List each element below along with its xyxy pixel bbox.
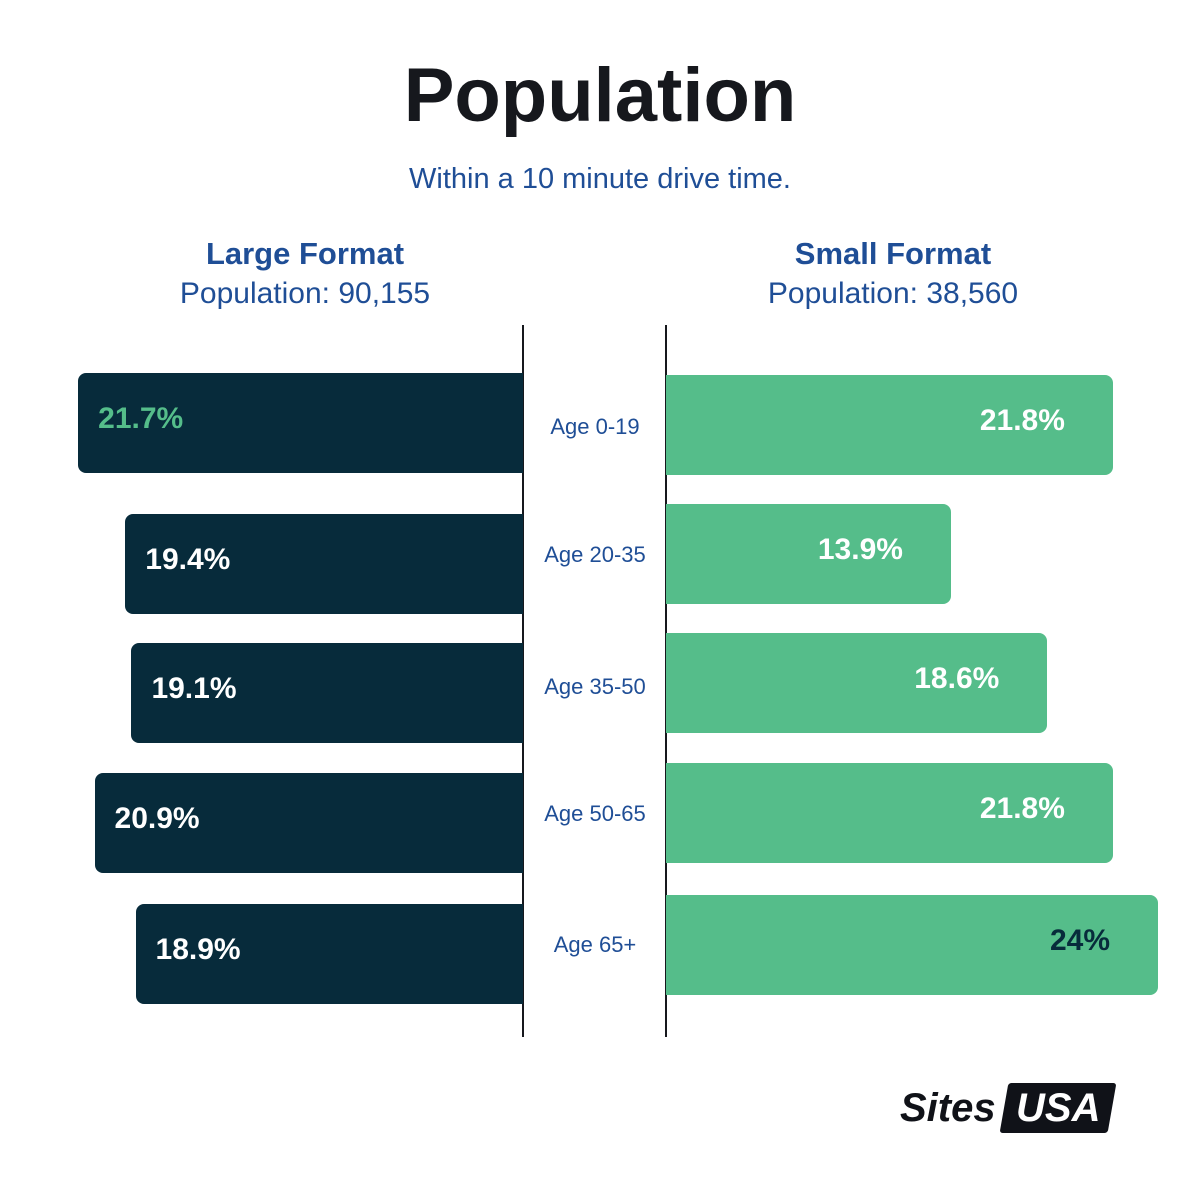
sites-usa-logo: Sites USA [900, 1082, 1117, 1134]
large-format-bar [135, 904, 523, 1004]
small-format-header: Small Format Population: 38,560 [663, 234, 1123, 314]
large-format-value-label: 19.1% [151, 672, 237, 705]
small-format-value-label: 24% [1049, 924, 1110, 957]
small-format-bar [666, 504, 951, 604]
large-format-value-label: 18.9% [155, 933, 241, 966]
large-format-title: Large Format [205, 236, 405, 271]
large-format-bar [78, 373, 523, 473]
small-format-bar [666, 633, 1048, 733]
logo-usa-badge: USA [999, 1083, 1117, 1133]
large-format-value-label: 20.9% [114, 802, 200, 835]
large-format-bar [94, 773, 523, 873]
large-format-population: Population: 90,155 [179, 277, 431, 310]
age-group-label: Age 50-65 [544, 801, 646, 826]
age-group-label: Age 65+ [553, 932, 637, 957]
small-format-value-label: 18.6% [914, 662, 1000, 695]
age-group-label: Age 35-50 [544, 674, 646, 699]
small-format-value-label: 13.9% [817, 533, 903, 566]
logo-sites-text: Sites [900, 1085, 996, 1130]
age-group-label: Age 0-19 [550, 414, 640, 439]
left-axis-line [522, 325, 524, 1037]
large-format-header: Large Format Population: 90,155 [75, 234, 535, 314]
small-format-title: Small Format [794, 236, 992, 271]
page-subtitle: Within a 10 minute drive time. [409, 163, 791, 195]
small-format-population: Population: 38,560 [767, 277, 1019, 310]
age-group-label: Age 20-35 [544, 542, 646, 567]
large-format-value-label: 19.4% [145, 543, 231, 576]
page-title: Population [403, 53, 797, 138]
small-format-value-label: 21.8% [979, 404, 1065, 437]
small-format-bar [666, 763, 1113, 863]
small-format-bar [666, 375, 1113, 475]
large-format-value-label: 21.7% [98, 402, 184, 435]
small-format-bar [666, 895, 1158, 995]
small-format-value-label: 21.8% [979, 792, 1065, 825]
large-format-bar [125, 514, 523, 614]
large-format-bar [131, 643, 523, 743]
logo-usa-text: USA [1015, 1086, 1101, 1130]
